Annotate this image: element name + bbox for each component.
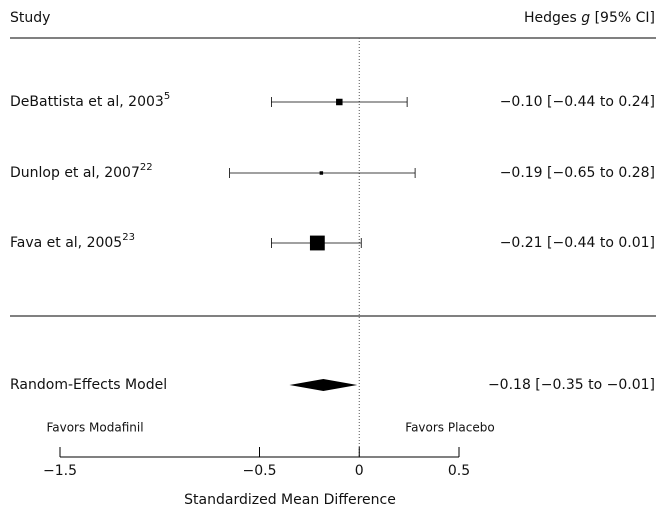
- study-name-text: Dunlop et al, 2007: [10, 165, 140, 181]
- study-ref: 5: [164, 91, 170, 102]
- x-tick-label: −0.5: [243, 463, 277, 479]
- summary-name: Random-Effects Model: [10, 377, 167, 393]
- x-tick-label: −1.5: [43, 463, 77, 479]
- header-part: [95% CI]: [590, 10, 655, 26]
- point-estimate: [336, 98, 343, 106]
- summary-diamond: [289, 379, 358, 391]
- estimate-header: Hedges g [95% CI]: [524, 10, 655, 26]
- estimate-label: −0.21 [−0.44 to 0.01]: [500, 235, 655, 251]
- x-tick-label: 0: [355, 463, 364, 479]
- point-estimate: [319, 171, 324, 175]
- header-part: Hedges: [524, 10, 581, 26]
- summary-label: −0.18 [−0.35 to −0.01]: [488, 377, 655, 393]
- point-estimate: [309, 235, 325, 251]
- study-header: Study: [10, 10, 50, 26]
- study-name-text: DeBattista et al, 2003: [10, 94, 164, 110]
- study-name-text: Fava et al, 2005: [10, 235, 122, 251]
- study-name: Fava et al, 200523: [10, 232, 135, 251]
- study-name: DeBattista et al, 20035: [10, 91, 170, 110]
- left-note: Favors Modafinil: [46, 421, 143, 435]
- right-note: Favors Placebo: [405, 421, 494, 435]
- header-part: g: [581, 10, 590, 26]
- x-axis-label: Standardized Mean Difference: [184, 492, 396, 508]
- study-ref: 22: [140, 162, 153, 173]
- study-ref: 23: [122, 232, 135, 243]
- x-tick-label: 0.5: [448, 463, 470, 479]
- study-name: Dunlop et al, 200722: [10, 162, 153, 181]
- estimate-label: −0.19 [−0.65 to 0.28]: [500, 165, 655, 181]
- estimate-label: −0.10 [−0.44 to 0.24]: [500, 94, 655, 110]
